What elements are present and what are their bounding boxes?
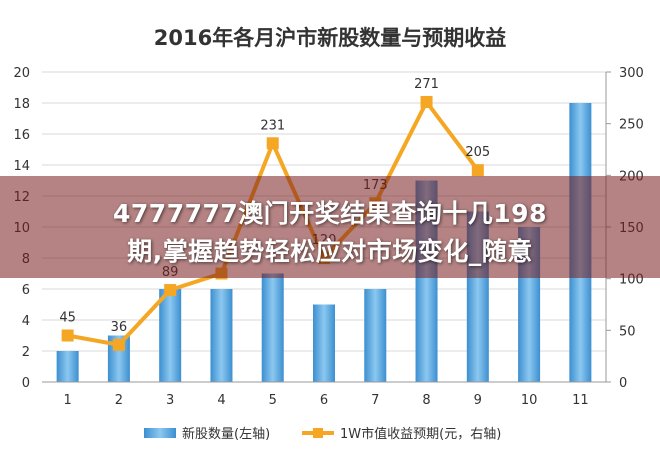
left-tick-label: 14 xyxy=(13,159,30,174)
x-tick-label: 4 xyxy=(217,393,225,408)
right-tick-label: 250 xyxy=(619,118,644,133)
left-tick-label: 0 xyxy=(22,376,30,391)
chart-title: 2016年各月沪市新股数量与预期收益 xyxy=(154,26,506,50)
x-tick-label: 6 xyxy=(320,393,328,408)
x-tick-label: 7 xyxy=(371,393,379,408)
line-point xyxy=(61,329,74,342)
overlay-headline-2: 期,掌握趋势轻松应对市场变化_随意 xyxy=(127,237,533,266)
data-label: 271 xyxy=(414,77,439,92)
x-tick-label: 1 xyxy=(63,393,71,408)
left-tick-label: 4 xyxy=(22,314,30,329)
line-point xyxy=(266,137,279,150)
right-tick-label: 50 xyxy=(619,324,636,339)
left-tick-label: 20 xyxy=(13,66,30,81)
x-tick-label: 11 xyxy=(572,393,589,408)
legend-line-label: 1W市值收益预期(元，右轴) xyxy=(340,426,501,442)
left-tick-label: 16 xyxy=(13,128,30,143)
line-point xyxy=(164,284,177,297)
watermark-banner xyxy=(0,176,660,278)
left-tick-label: 2 xyxy=(22,345,30,360)
x-tick-label: 10 xyxy=(521,393,538,408)
line-point xyxy=(112,338,125,351)
bar xyxy=(261,273,284,382)
legend-line-marker xyxy=(313,428,323,438)
data-label: 45 xyxy=(59,311,76,326)
x-tick-label: 5 xyxy=(269,393,277,408)
right-tick-label: 0 xyxy=(619,376,627,391)
x-tick-label: 8 xyxy=(422,393,430,408)
line-point xyxy=(420,95,433,108)
bar xyxy=(313,304,335,382)
left-tick-label: 18 xyxy=(13,97,30,112)
bar xyxy=(159,289,182,382)
x-tick-label: 2 xyxy=(115,393,123,408)
right-tick-label: 300 xyxy=(619,66,644,81)
data-label: 36 xyxy=(111,320,128,335)
bar xyxy=(210,289,233,382)
bar xyxy=(56,351,79,382)
legend-bar-label: 新股数量(左轴) xyxy=(182,426,270,442)
overlay-headline-1: 4777777澳门开奖结果查询十几198 xyxy=(113,199,547,228)
legend-bar-swatch xyxy=(144,428,176,438)
data-label: 231 xyxy=(260,118,285,133)
x-axis: 1 2 3 4 5 6 7 8 9 10 11 xyxy=(42,381,606,408)
bar xyxy=(364,289,387,382)
legend: 新股数量(左轴) 1W市值收益预期(元，右轴) xyxy=(144,426,501,442)
left-tick-label: 6 xyxy=(22,283,30,298)
x-tick-label: 9 xyxy=(474,393,482,408)
x-tick-label: 3 xyxy=(166,393,174,408)
data-label: 205 xyxy=(465,145,490,160)
line-point xyxy=(471,164,484,177)
